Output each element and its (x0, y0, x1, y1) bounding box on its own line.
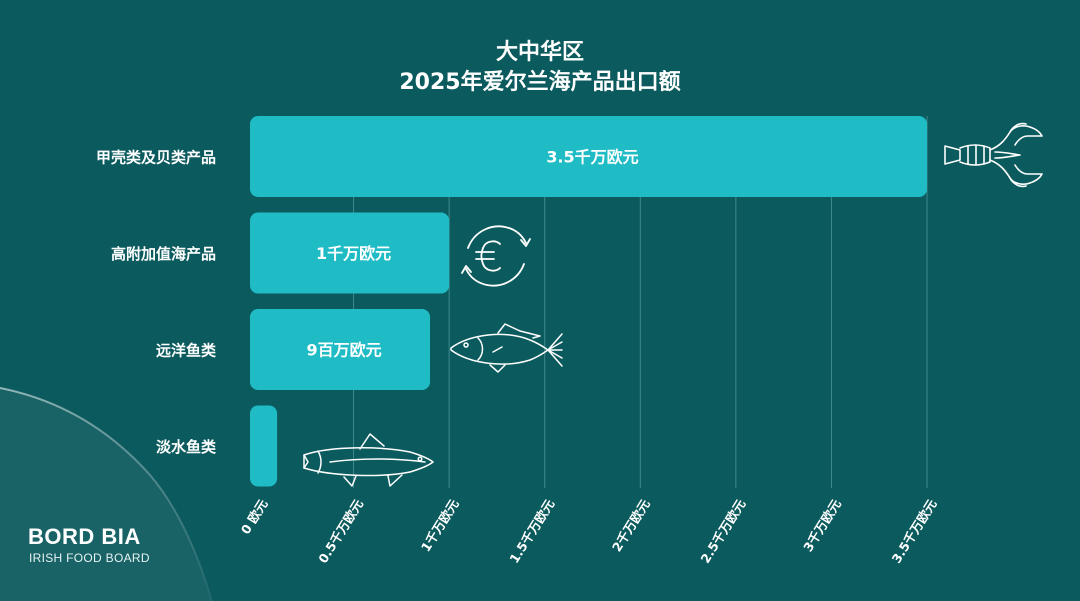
salmon-icon (303, 433, 434, 487)
euro-exchange-icon (461, 225, 531, 287)
bar-value-label: 1千万欧元 (316, 244, 391, 263)
bar (250, 116, 927, 197)
x-tick-label: 0 欧元 (238, 496, 271, 537)
lobster-icon (944, 122, 1043, 188)
chart-title-line-2: 2025年爱尔兰海产品出口额 (399, 70, 681, 95)
bar (250, 309, 431, 390)
x-tick-label: 2千万欧元 (609, 496, 653, 554)
x-tick-label: 0.5千万欧元 (315, 496, 366, 566)
x-tick-label: 1.5千万欧元 (506, 496, 557, 566)
category-label: 远洋鱼类 (156, 342, 217, 360)
bar (250, 212, 450, 294)
category-label: 淡水鱼类 (156, 438, 217, 456)
bar (250, 405, 278, 487)
brand-logo: BORD BIA (28, 524, 141, 549)
x-tick-label: 3千万欧元 (800, 496, 844, 554)
x-tick-label: 2.5千万欧元 (697, 496, 748, 566)
category-label: 甲壳类及贝类产品 (96, 149, 216, 167)
corner-swoosh (0, 388, 212, 601)
x-tick-label: 1千万欧元 (418, 496, 462, 554)
x-tick-label: 3.5千万欧元 (889, 496, 940, 566)
category-label: 高附加值海产品 (111, 245, 216, 263)
brand-tagline: IRISH FOOD BOARD (29, 551, 150, 565)
chart-title-line-1: 大中华区 (495, 40, 584, 65)
corner-swoosh-edge (0, 387, 213, 601)
bar-value-label: 3.5千万欧元 (546, 148, 638, 167)
mackerel-icon (450, 323, 563, 373)
bar-value-label: 9百万欧元 (306, 341, 381, 360)
